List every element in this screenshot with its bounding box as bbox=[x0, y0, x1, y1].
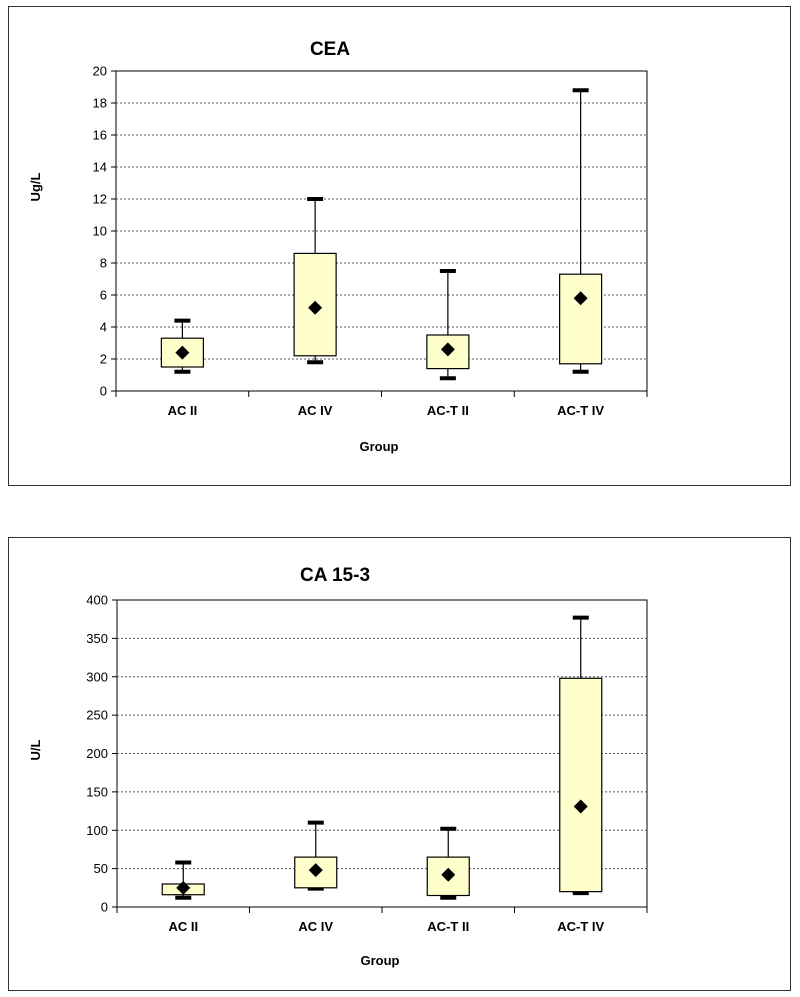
x-category-label: AC IV bbox=[298, 403, 333, 418]
y-tick-label: 6 bbox=[100, 288, 107, 303]
box-iqr bbox=[559, 273, 603, 365]
chart-cea: CEA Group Ug/L 0 2 4 6 8 10 12 14 16 18 20 AC II AC … bbox=[28, 39, 648, 454]
y-tick-label: 200 bbox=[86, 746, 108, 761]
chart-ca15-3: CA 15-3 Group U/L 0 50 100 150 200 250 300 350 4… bbox=[28, 565, 648, 968]
x-axis-label: Group bbox=[361, 953, 400, 968]
y-tick-label: 300 bbox=[86, 669, 108, 684]
mean-marker bbox=[441, 867, 456, 882]
box-iqr bbox=[426, 334, 470, 370]
y-tick-label: 20 bbox=[93, 64, 107, 79]
x-category-label: AC-T II bbox=[427, 919, 469, 934]
y-tick-label: 14 bbox=[93, 160, 107, 175]
mean-marker bbox=[573, 799, 588, 814]
y-tick-label: 0 bbox=[100, 384, 107, 399]
x-category-label: AC-T IV bbox=[557, 919, 604, 934]
y-tick-label: 18 bbox=[93, 96, 107, 111]
x-category-label: AC-T IV bbox=[557, 403, 604, 418]
y-tick-label: 0 bbox=[101, 900, 108, 915]
x-axis-label: Group bbox=[360, 439, 399, 454]
mean-marker bbox=[308, 863, 323, 878]
x-category-label: AC IV bbox=[298, 919, 333, 934]
x-category-label: AC-T II bbox=[427, 403, 469, 418]
y-tick-label: 150 bbox=[86, 784, 108, 799]
y-tick-label: 8 bbox=[100, 256, 107, 271]
mean-marker bbox=[573, 291, 588, 306]
x-category-label: AC II bbox=[168, 403, 198, 418]
y-tick-label: 100 bbox=[86, 823, 108, 838]
y-tick-label: 50 bbox=[94, 861, 108, 876]
y-tick-label: 350 bbox=[86, 631, 108, 646]
y-tick-label: 4 bbox=[100, 320, 107, 335]
y-tick-label: 16 bbox=[93, 128, 107, 143]
mean-marker bbox=[440, 342, 455, 357]
y-tick-label: 12 bbox=[93, 192, 107, 207]
chart-title: CEA bbox=[310, 39, 350, 60]
chart-panel-ca15-3: CA 15-3 Group U/L 0 50 100 150 200 250 300 350 4… bbox=[8, 537, 791, 991]
chart-panel-cea: CEA Group Ug/L 0 2 4 6 8 10 12 14 16 18 20 AC II AC … bbox=[8, 6, 791, 486]
box-iqr bbox=[559, 677, 603, 893]
mean-marker bbox=[175, 345, 190, 360]
x-category-label: AC II bbox=[168, 919, 198, 934]
chart-title: CA 15-3 bbox=[300, 565, 370, 586]
y-tick-label: 400 bbox=[86, 593, 108, 608]
mean-marker bbox=[176, 880, 191, 895]
y-tick-label: 2 bbox=[100, 352, 107, 367]
y-axis-label: U/L bbox=[28, 739, 43, 760]
mean-marker bbox=[308, 300, 323, 315]
y-tick-label: 250 bbox=[86, 708, 108, 723]
y-axis-label: Ug/L bbox=[28, 173, 43, 202]
y-tick-label: 10 bbox=[93, 224, 107, 239]
